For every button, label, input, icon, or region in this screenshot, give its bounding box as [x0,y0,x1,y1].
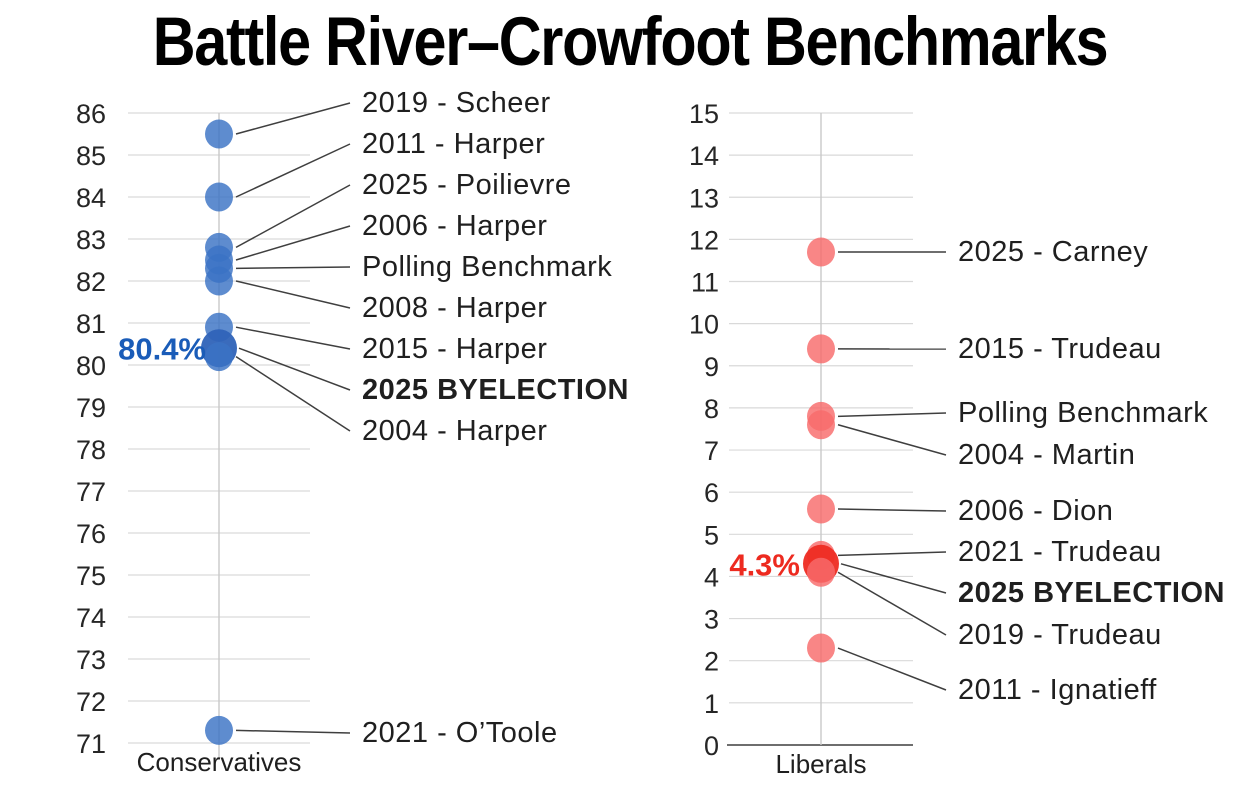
y-tick-label: 5 [704,520,719,550]
callout-label: 2025 - Poilievre [362,169,572,201]
byelection-percentage-annotation: 4.3% [729,547,800,582]
callout-label: Polling Benchmark [362,251,612,283]
callout-label: 2021 - O’Toole [362,717,558,749]
callout-line [837,551,947,557]
result-dot [807,557,835,587]
y-tick-label: 15 [689,99,719,129]
result-dot [807,237,835,267]
callout-line [837,571,947,636]
callout-label: Polling Benchmark [958,397,1208,429]
y-tick-label: 10 [689,310,719,340]
y-tick-label: 14 [689,141,719,171]
y-tick-label: 85 [76,141,106,171]
chart-title: Battle River–Crowfoot Benchmarks [152,3,1109,80]
result-dot [807,410,835,440]
y-tick-label: 11 [691,268,719,298]
y-tick-label: 81 [76,309,106,339]
callout-line [235,326,351,350]
result-dot [807,334,835,364]
y-tick-label: 6 [704,478,719,508]
y-tick-label: 76 [76,519,106,549]
callout-label: 2025 BYELECTION [958,577,1225,609]
y-tick-label: 7 [704,436,719,466]
callout-line [837,424,947,456]
y-tick-label: 0 [704,731,719,761]
callout-label: 2025 - Carney [958,236,1148,268]
callout-line [238,347,351,391]
callout-line [235,355,351,432]
callout-label: 2019 - Scheer [362,87,551,119]
result-dot [205,715,233,745]
result-dot [205,266,233,296]
callout-line [235,102,351,135]
result-dot [807,633,835,663]
callout-line [235,225,351,261]
callout-label: 2006 - Harper [362,210,547,242]
y-tick-label: 9 [704,352,719,382]
callout-line [837,508,947,512]
result-dot [807,494,835,524]
y-tick-label: 77 [76,477,106,507]
y-tick-label: 74 [76,603,106,633]
y-tick-label: 73 [76,645,106,675]
byelection-percentage-annotation: 80.4% [118,332,206,367]
y-tick-label: 12 [689,225,719,255]
y-tick-label: 82 [76,267,106,297]
callout-line [235,143,351,198]
callout-label: 2015 - Harper [362,333,547,365]
callout-line [235,266,351,270]
y-tick-label: 72 [76,687,106,717]
callout-line [837,412,947,418]
y-tick-label: 1 [704,689,719,719]
y-tick-label: 2 [704,647,719,677]
y-tick-label: 84 [76,183,106,213]
y-tick-label: 79 [76,393,106,423]
callout-label: 2011 - Harper [362,128,545,160]
callout-label: 2011 - Ignatieff [958,674,1157,706]
callout-line [235,280,351,309]
y-tick-label: 3 [704,605,719,635]
y-tick-label: 8 [704,394,719,424]
result-dot [205,119,233,149]
result-dot [205,342,233,372]
chart-conservatives: 71 72 73 74 75 76 77 78 79 80 81 82 83 84 85 86 2019 - S… [76,87,629,777]
callout-label: 2008 - Harper [362,292,547,324]
callout-label: 2006 - Dion [958,495,1113,527]
y-tick-label: 86 [76,99,106,129]
callout-label: 2021 - Trudeau [958,536,1162,568]
y-tick-label: 80 [76,351,106,381]
category-label: Liberals [775,749,866,779]
callout-line [837,647,947,691]
y-tick-label: 71 [76,729,106,759]
callout-label: 2004 - Martin [958,439,1135,471]
callout-line [235,184,351,249]
y-tick-label: 83 [76,225,106,255]
y-tick-label: 78 [76,435,106,465]
callout-line [840,563,947,594]
callout-label: 2015 - Trudeau [958,333,1162,365]
y-tick-label: 13 [689,183,719,213]
callout-label: 2019 - Trudeau [958,619,1162,651]
y-tick-label: 4 [704,562,719,592]
callout-label: 2004 - Harper [362,415,547,447]
result-dot [205,182,233,212]
callout-line [235,729,351,734]
callout-label: 2025 BYELECTION [362,374,629,406]
y-tick-label: 75 [76,561,106,591]
category-label: Conservatives [137,747,302,777]
